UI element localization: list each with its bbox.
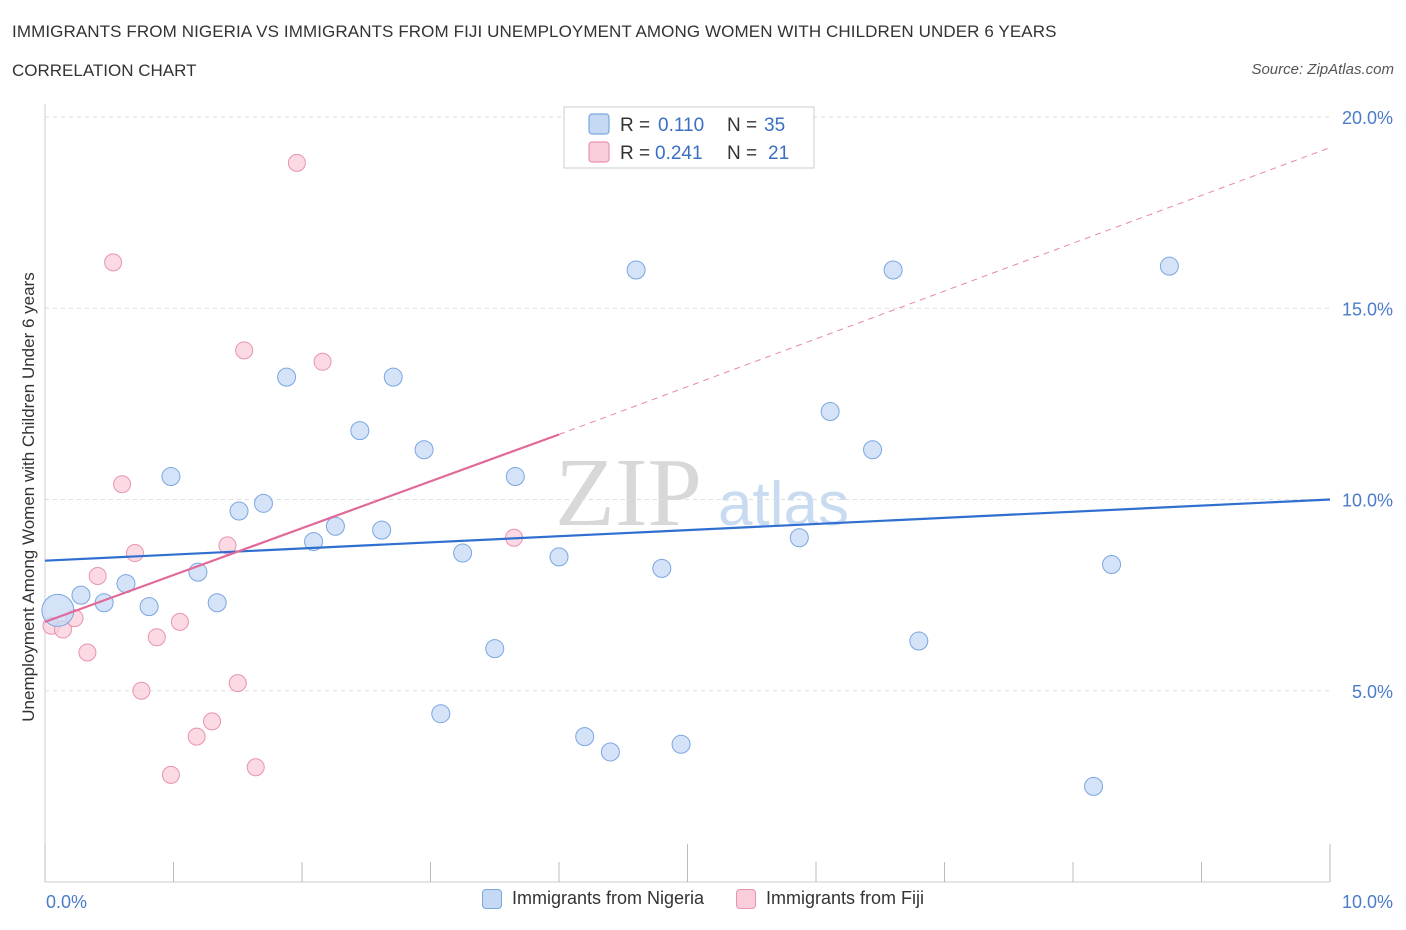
nigeria-point-33 [1102,555,1122,575]
nigeria-point-22 [575,727,595,747]
legend-n-label-1: N = [727,115,757,136]
legend-swatch-fiji [588,141,610,163]
fiji-point-9 [147,628,166,647]
fiji-point-7 [125,544,144,563]
fiji-point-6 [113,475,132,494]
legend-swatch-nigeria-bottom [481,888,502,909]
nigeria-point-19 [485,639,505,659]
y-tick-label-2: 15.0% [1342,299,1393,319]
legend-label-fiji: Immigrants from Fiji [766,888,925,908]
fiji-point-17 [246,758,265,777]
nigeria-point-9 [253,493,273,513]
fiji-trendline-extended [558,147,1331,435]
fiji-point-19 [313,352,332,371]
y-axis-label: Unemployment Among Women with Children U… [19,272,38,721]
fiji-point-13 [203,712,222,731]
legend-label-nigeria: Immigrants from Nigeria [511,888,705,908]
legend-n-value-2: 21 [768,143,789,164]
fiji-point-5 [104,253,123,272]
nigeria-point-27 [789,528,809,548]
legend-r-label-1: R = [620,115,650,136]
source-label: Source: ZipAtlas.com [1251,61,1394,78]
gridlines [45,116,1330,692]
nigeria-point-8 [229,501,249,521]
y-tick-label-1: 10.0% [1342,491,1393,511]
nigeria-point-18 [453,543,473,563]
watermark-zip: ZIP [555,439,702,547]
x-tick-label-0: 0.0% [46,892,87,912]
nigeria-point-30 [883,260,903,280]
bottom-legend: Immigrants from Nigeria Immigrants from … [0,888,1406,909]
fiji-point-11 [170,612,189,631]
legend-r-value-1: 0.110 [658,115,704,136]
legend-n-value-1: 35 [764,115,785,136]
nigeria-point-17 [431,704,451,724]
nigeria-point-32 [1084,776,1104,796]
nigeria-point-7 [207,593,227,613]
nigeria-point-26 [671,734,691,754]
nigeria-point-11 [304,532,324,552]
nigeria-point-25 [652,558,672,578]
nigeria-point-29 [863,440,883,460]
nigeria-point-21 [549,547,569,567]
nigeria-trendline [44,498,1331,562]
legend-item-nigeria: Immigrants from Nigeria [481,888,705,909]
fiji-point-12 [187,727,206,746]
fiji-trendline [44,433,560,623]
chart-title: IMMIGRANTS FROM NIGERIA VS IMMIGRANTS FR… [12,22,1057,41]
nigeria-point-23 [600,742,620,762]
legend-r-value-2: 0.241 [655,143,703,164]
legend-swatch-fiji-bottom [736,888,757,909]
fiji-point-10 [161,765,180,784]
nigeria-point-13 [350,421,370,441]
legend-r-label-2: R = [620,143,650,164]
tick-labels: 5.0% 10.0% 15.0% 20.0% 0.0% 10.0% [46,108,1393,912]
trendlines [558,147,1331,435]
x-tick-label-1: 10.0% [1342,892,1393,912]
nigeria-point-34 [1159,256,1179,276]
nigeria-point-4 [139,597,159,617]
legend-swatch-nigeria [588,113,610,135]
fiji-point-4 [88,567,107,585]
fiji-point-14 [218,536,237,555]
y-tick-label-0: 5.0% [1352,682,1393,702]
nigeria-point-12 [325,516,345,536]
fiji-point-18 [287,153,306,172]
chart-subtitle: CORRELATION CHART [12,61,197,80]
fiji-point-8 [132,681,151,700]
nigeria-point-5 [161,467,181,487]
fiji-point-15 [228,674,247,693]
nigeria-point-24 [626,260,646,280]
fiji-point-16 [235,341,254,360]
legend-n-label-2: N = [727,143,757,164]
nigeria-point-1 [71,585,91,605]
nigeria-point-15 [383,367,403,387]
axes [44,104,1331,883]
nigeria-point-10 [277,367,297,387]
legend-item-fiji: Immigrants from Fiji [736,888,924,909]
y-tick-label-3: 20.0% [1342,108,1393,128]
nigeria-point-16 [414,440,434,460]
nigeria-point-14 [372,520,392,540]
legend-box: R = 0.110 N = 35 R = 0.241 N = 21 [563,106,815,169]
nigeria-point-31 [909,631,929,651]
nigeria-point-28 [820,402,840,422]
nigeria-point-20 [505,467,525,487]
fiji-point-3 [78,643,97,662]
data-points [41,153,1331,796]
